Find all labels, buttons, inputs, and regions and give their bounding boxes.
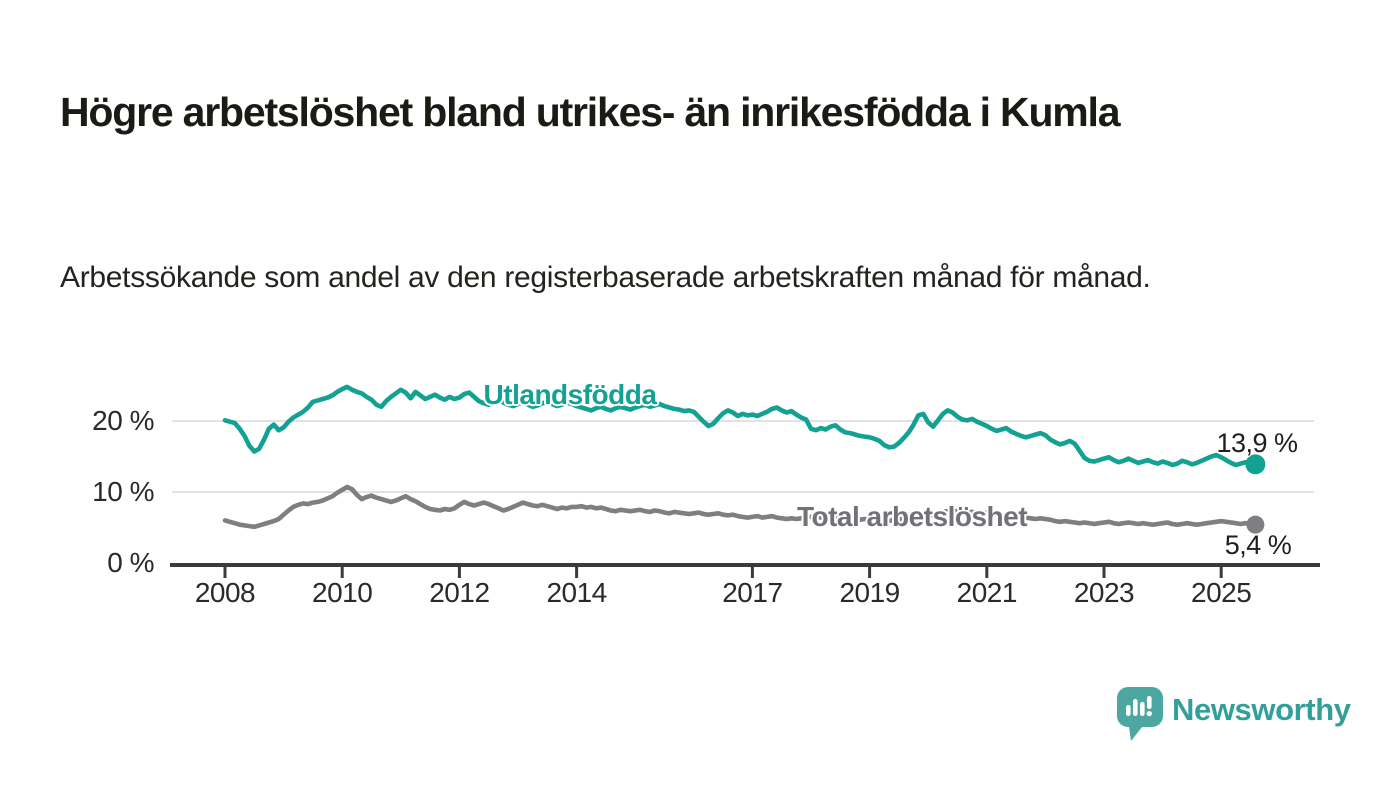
x-axis-tick-label: 2014 [546,577,607,608]
page-title: Högre arbetslöshet bland utrikes- än inr… [60,89,1121,136]
y-axis-tick-label: 20 % [92,405,154,436]
end-value-label-total: 5,4 % [1224,530,1292,560]
gridlines [172,420,1314,493]
x-axis-tick-label: 2010 [312,577,373,608]
end-value-label-utlandsfodda: 13,9 % [1216,428,1298,458]
x-axis-tick-label: 2019 [839,577,900,608]
x-axis-tick-label: 2017 [722,577,783,608]
page-subtitle: Arbetssökande som andel av den registerb… [60,261,1151,294]
brand-logo: Newsworthy [1117,687,1351,743]
speech-bubble-bar-chart-icon [1117,687,1163,741]
x-axis-tick-label: 2025 [1191,577,1252,608]
brand-name: Newsworthy [1172,692,1351,727]
series-lines [222,384,1258,530]
x-axis-tick-label: 2012 [429,577,490,608]
x-axis-tick-label: 2023 [1073,577,1135,608]
series-line-utlandsfodda [222,384,1258,468]
series-end-dots [1245,454,1266,534]
series-label-total-arbetsloshet: Total arbetslöshet [796,501,1028,532]
x-axis-tick-label: 2008 [194,577,256,608]
series-label-utlandsfodda: Utlandsfödda [483,379,657,410]
x-axis [170,563,1320,578]
end-dot-utlandsfodda [1245,454,1266,475]
series-line-total [222,484,1258,530]
end-dot-total [1246,515,1265,534]
y-axis-tick-label: 10 % [92,476,154,507]
x-axis-tick-label: 2021 [956,577,1018,608]
y-axis-tick-label: 0 % [107,547,154,578]
